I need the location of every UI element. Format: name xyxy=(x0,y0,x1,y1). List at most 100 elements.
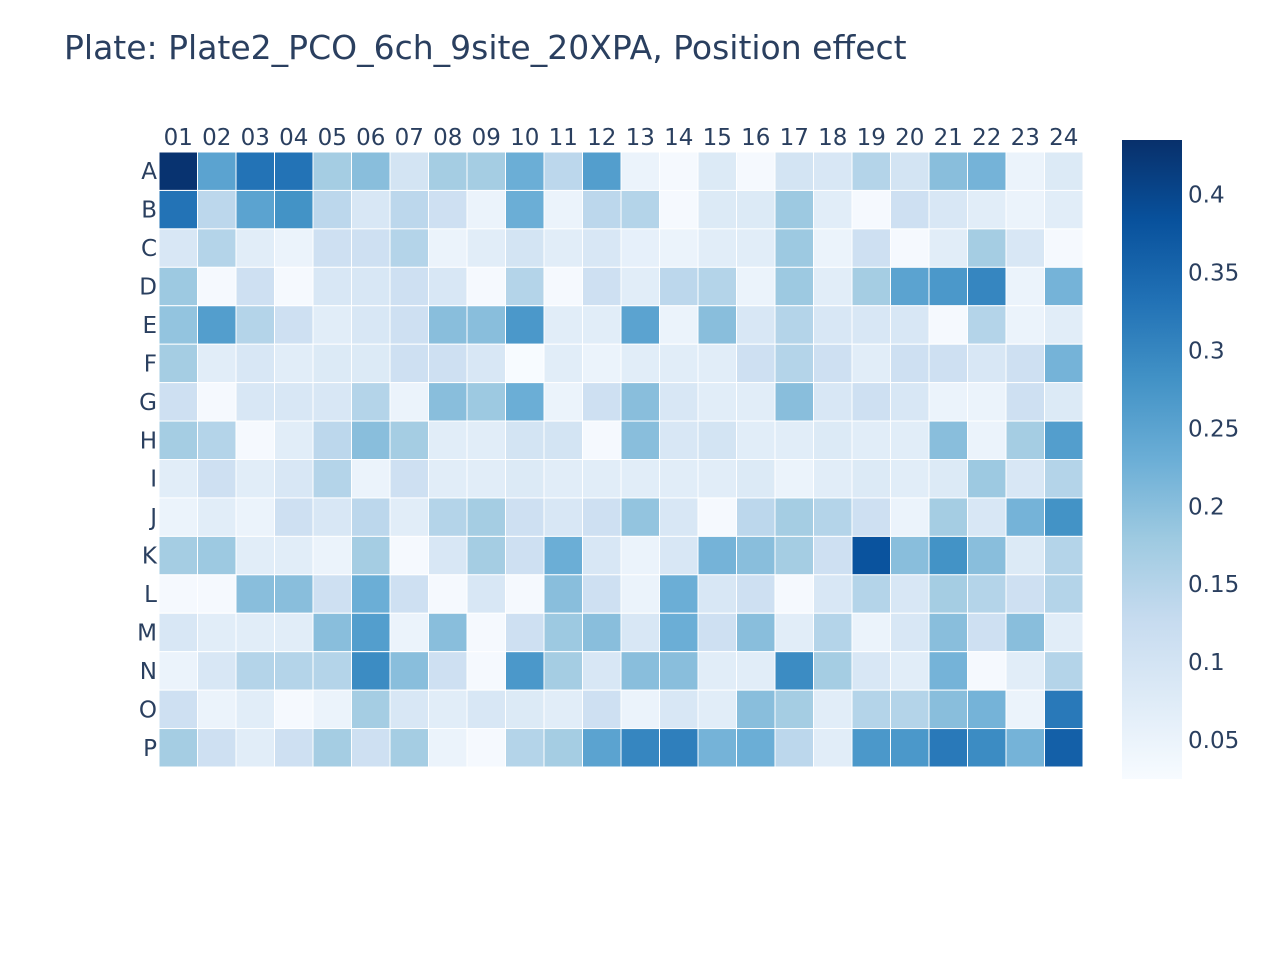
heatmap-cell-E07 xyxy=(389,305,429,345)
heatmap-cell-E09 xyxy=(466,305,506,345)
heatmap-cell-H14 xyxy=(659,420,699,460)
heatmap-cell-K04 xyxy=(274,535,314,576)
heatmap-cell-I02 xyxy=(197,459,237,499)
heatmap-cell-N13 xyxy=(620,651,660,691)
heatmap-cell-L04 xyxy=(274,574,314,614)
heatmap-cell-E01 xyxy=(158,305,198,345)
heatmap-cell-G19 xyxy=(851,382,891,422)
heatmap-cell-I20 xyxy=(890,459,930,499)
heatmap-cell-P03 xyxy=(235,728,275,768)
heatmap-cell-D05 xyxy=(312,266,352,307)
heatmap-cell-E11 xyxy=(543,305,583,345)
heatmap-cell-M07 xyxy=(389,612,429,653)
heatmap-cell-D03 xyxy=(235,266,275,307)
heatmap-cell-J20 xyxy=(890,497,930,537)
heatmap-cell-H19 xyxy=(851,420,891,460)
heatmap-cell-E15 xyxy=(697,305,737,345)
heatmap-cell-O06 xyxy=(351,689,391,730)
heatmap-cell-D04 xyxy=(274,266,314,307)
heatmap-cell-P08 xyxy=(428,728,468,768)
heatmap-cell-I01 xyxy=(158,459,198,499)
heatmap-cell-E14 xyxy=(659,305,699,345)
heatmap-cell-G20 xyxy=(890,382,930,422)
heatmap-cell-I24 xyxy=(1044,459,1084,499)
heatmap-cell-J05 xyxy=(312,497,352,537)
heatmap-cell-F07 xyxy=(389,343,429,384)
heatmap-cell-B04 xyxy=(274,189,314,230)
heatmap-cell-I08 xyxy=(428,459,468,499)
heatmap-cell-I03 xyxy=(235,459,275,499)
heatmap-cell-G07 xyxy=(389,382,429,422)
heatmap-cell-K21 xyxy=(928,535,968,576)
heatmap-cell-F10 xyxy=(505,343,545,384)
heatmap-cell-H09 xyxy=(466,420,506,460)
heatmap-cell-F16 xyxy=(736,343,776,384)
heatmap-cell-P09 xyxy=(466,728,506,768)
heatmap-cell-A23 xyxy=(1005,151,1045,191)
heatmap-cell-C13 xyxy=(620,228,660,268)
heatmap-cell-F12 xyxy=(582,343,622,384)
heatmap-cell-P15 xyxy=(697,728,737,768)
heatmap-cell-D14 xyxy=(659,266,699,307)
heatmap-cell-J09 xyxy=(466,497,506,537)
heatmap-cell-G05 xyxy=(312,382,352,422)
heatmap-cell-H06 xyxy=(351,420,391,460)
heatmap-cell-E13 xyxy=(620,305,660,345)
y-tick-label: A xyxy=(141,159,157,185)
heatmap-cell-P19 xyxy=(851,728,891,768)
heatmap-cell-H20 xyxy=(890,420,930,460)
heatmap-cell-N18 xyxy=(813,651,853,691)
y-tick-label: L xyxy=(144,582,157,608)
heatmap-cell-N09 xyxy=(466,651,506,691)
heatmap-cell-M23 xyxy=(1005,612,1045,653)
heatmap-cell-P21 xyxy=(928,728,968,768)
heatmap-cell-K12 xyxy=(582,535,622,576)
heatmap-cell-A16 xyxy=(736,151,776,191)
heatmap-cell-J04 xyxy=(274,497,314,537)
heatmap-cell-D12 xyxy=(582,266,622,307)
heatmap-cell-O19 xyxy=(851,689,891,730)
heatmap-cell-B06 xyxy=(351,189,391,230)
heatmap-cell-H23 xyxy=(1005,420,1045,460)
heatmap-cell-C09 xyxy=(466,228,506,268)
x-tick-label: 04 xyxy=(279,125,308,151)
heatmap-cell-C03 xyxy=(235,228,275,268)
heatmap-cell-J15 xyxy=(697,497,737,537)
heatmap-cell-D23 xyxy=(1005,266,1045,307)
heatmap-cell-K09 xyxy=(466,535,506,576)
heatmap-cell-B23 xyxy=(1005,189,1045,230)
heatmap-cell-D06 xyxy=(351,266,391,307)
chart-title: Plate: Plate2_PCO_6ch_9site_20XPA, Posit… xyxy=(64,28,907,67)
heatmap-cell-H02 xyxy=(197,420,237,460)
heatmap-cell-A03 xyxy=(235,151,275,191)
heatmap-cell-E22 xyxy=(967,305,1007,345)
x-tick-label: 19 xyxy=(857,125,886,151)
heatmap-cell-H13 xyxy=(620,420,660,460)
heatmap-cell-L01 xyxy=(158,574,198,614)
heatmap-cell-C05 xyxy=(312,228,352,268)
heatmap-cell-N23 xyxy=(1005,651,1045,691)
heatmap-cell-N11 xyxy=(543,651,583,691)
heatmap-cell-F21 xyxy=(928,343,968,384)
colorbar-tick-label: 0.3 xyxy=(1188,338,1225,364)
heatmap-cell-A24 xyxy=(1044,151,1084,191)
heatmap-cell-H22 xyxy=(967,420,1007,460)
heatmap-cell-C17 xyxy=(774,228,814,268)
heatmap-cell-D22 xyxy=(967,266,1007,307)
heatmap-cell-A11 xyxy=(543,151,583,191)
heatmap-cell-A06 xyxy=(351,151,391,191)
heatmap-cell-L14 xyxy=(659,574,699,614)
heatmap-cell-M12 xyxy=(582,612,622,653)
heatmap-cell-J14 xyxy=(659,497,699,537)
heatmap-cell-N14 xyxy=(659,651,699,691)
heatmap-cell-M06 xyxy=(351,612,391,653)
heatmap-cell-E03 xyxy=(235,305,275,345)
heatmap-cell-H01 xyxy=(158,420,198,460)
heatmap-cell-P10 xyxy=(505,728,545,768)
heatmap-cell-I05 xyxy=(312,459,352,499)
heatmap-cell-D20 xyxy=(890,266,930,307)
heatmap-cell-I13 xyxy=(620,459,660,499)
heatmap-cell-N07 xyxy=(389,651,429,691)
heatmap-cell-P17 xyxy=(774,728,814,768)
